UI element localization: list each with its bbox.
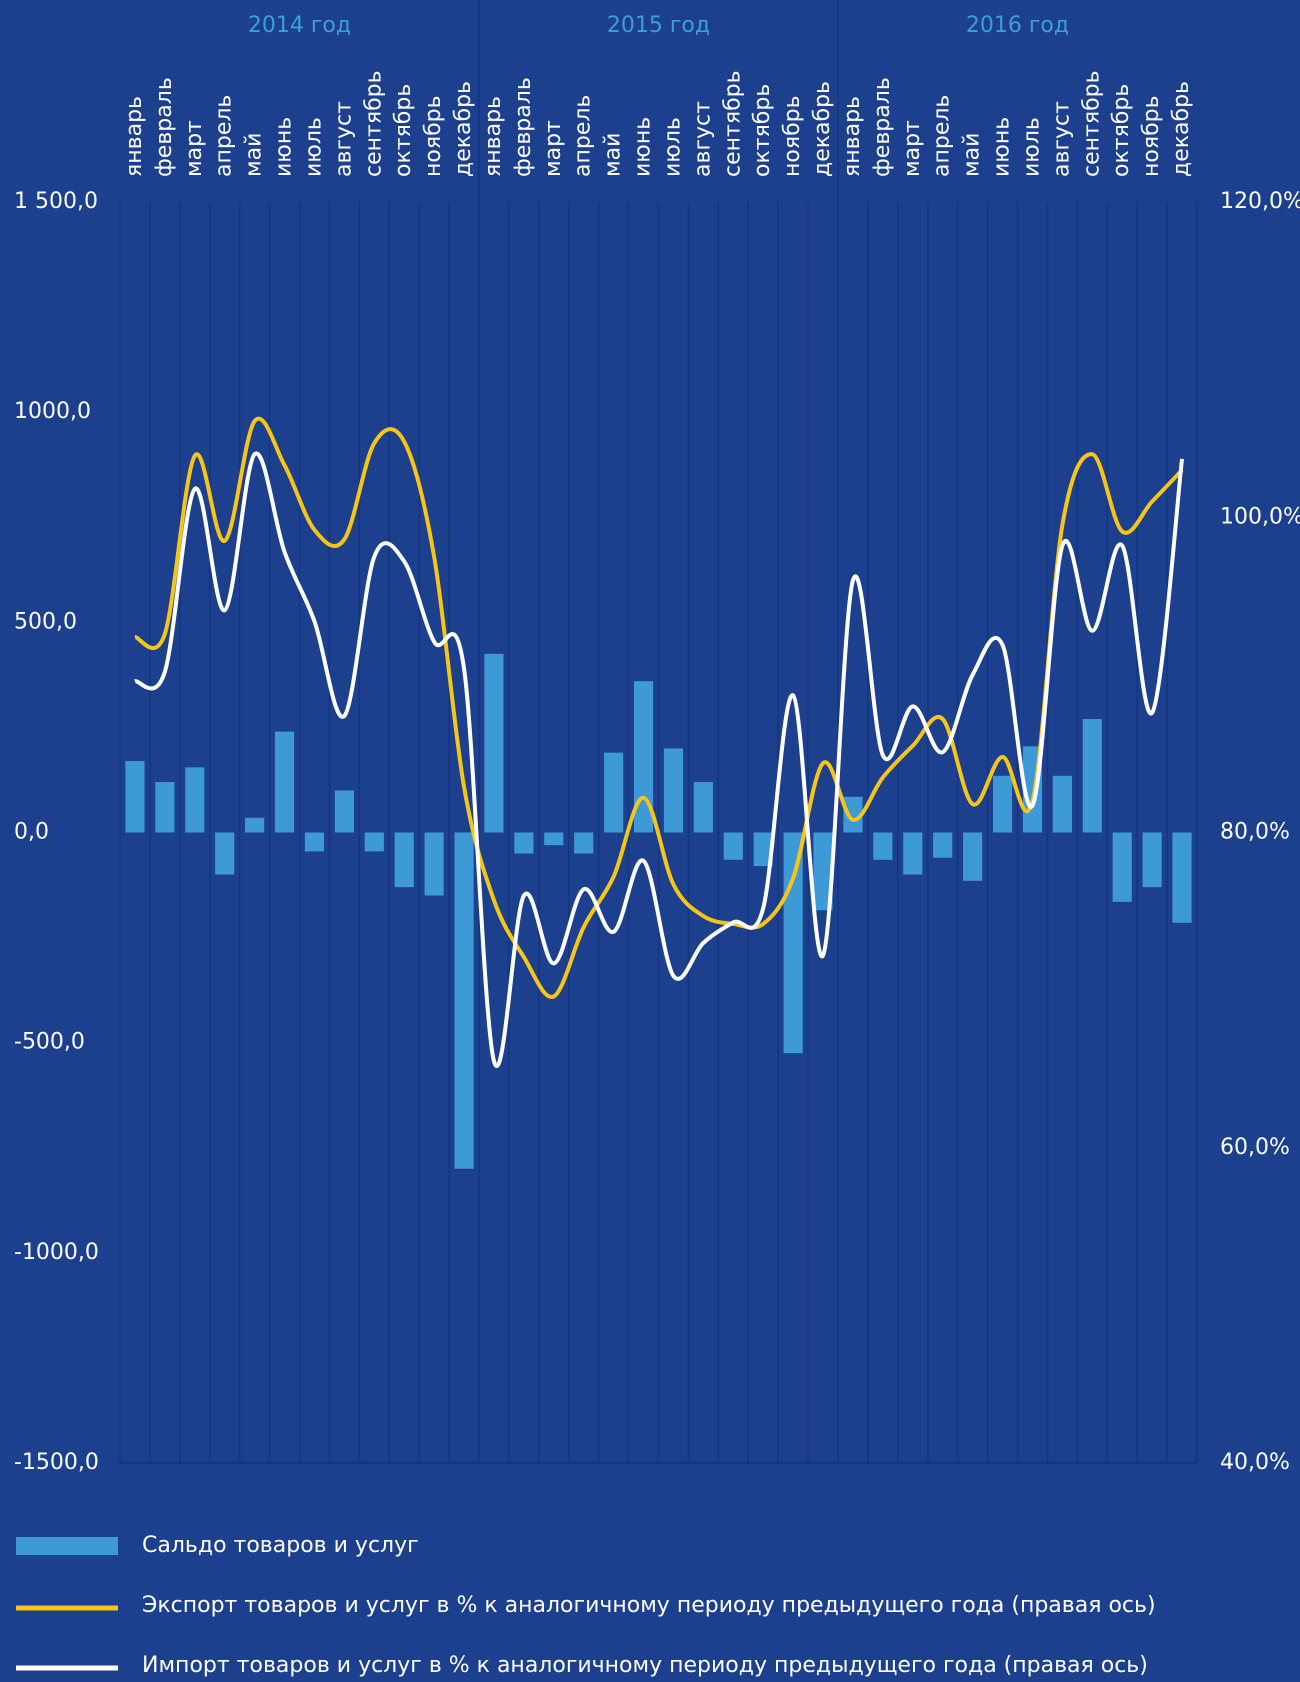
legend-label: Экспорт товаров и услуг в % к аналогично… (142, 1593, 1156, 1618)
bar (1052, 775, 1072, 833)
line (134, 451, 1185, 1068)
x-tick-label: март (182, 120, 207, 177)
x-tick-label: апрель (571, 95, 596, 177)
x-tick-label: сентябрь (361, 70, 386, 177)
bar (514, 832, 534, 854)
bar (873, 832, 893, 860)
x-tick-label: октябрь (1109, 84, 1134, 177)
bar (963, 832, 983, 881)
year-label: 2014 год (248, 13, 351, 38)
x-tick-label: март (541, 120, 566, 177)
x-tick-label: июнь (272, 117, 297, 177)
y2-tick-label: 100,0% (1220, 504, 1300, 529)
bar (813, 832, 833, 911)
x-tick-label: июль (301, 117, 326, 177)
bar (633, 681, 654, 833)
x-tick-label: август (690, 101, 715, 177)
legend-swatch (16, 1537, 118, 1555)
y-tick-label: -1000,0 (14, 1240, 99, 1265)
bar (992, 775, 1013, 833)
bar (1142, 832, 1162, 888)
y2-tick-label: 120,0% (1220, 189, 1300, 214)
bar (125, 761, 145, 833)
bar (753, 832, 773, 867)
y-tick-label: -500,0 (14, 1030, 85, 1055)
y-tick-label: 1 500,0 (14, 189, 98, 214)
year-label: 2016 год (966, 13, 1069, 38)
x-tick-label: май (601, 133, 626, 177)
x-tick-label: октябрь (750, 84, 775, 177)
bar (663, 748, 684, 833)
bar (783, 832, 803, 1054)
x-tick-label: август (1049, 101, 1074, 177)
bar (723, 832, 743, 860)
x-tick-label: ноябрь (421, 95, 446, 177)
bar (155, 782, 175, 833)
year-label: 2015 год (607, 13, 710, 38)
y-tick-label: 0,0 (14, 820, 49, 845)
x-tick-label: декабрь (451, 81, 476, 177)
x-tick-label: май (242, 133, 267, 177)
bar (215, 832, 235, 875)
legend-label: Сальдо товаров и услуг (142, 1533, 419, 1558)
bar (604, 752, 624, 833)
line (134, 416, 1184, 999)
bar (424, 832, 444, 896)
x-tick-label: июнь (631, 117, 656, 177)
bar (364, 832, 384, 852)
legend-label: Импорт товаров и услуг в % к аналогичном… (142, 1653, 1148, 1678)
x-tick-label: январь (840, 96, 865, 177)
y2-tick-label: 40,0% (1220, 1450, 1290, 1475)
x-tick-label: июнь (990, 117, 1015, 177)
bar (693, 782, 713, 833)
x-tick-label: апрель (212, 95, 237, 177)
x-tick-label: октябрь (391, 84, 416, 177)
bar (454, 832, 474, 1169)
x-tick-label: январь (481, 96, 506, 177)
x-tick-label: август (331, 101, 356, 177)
x-tick-label: февраль (511, 77, 536, 177)
bar (843, 796, 863, 833)
x-tick-label: май (960, 133, 985, 177)
bar (574, 832, 594, 854)
x-tick-label: сентябрь (1079, 70, 1104, 177)
bar (304, 832, 325, 852)
x-tick-label: ноябрь (1139, 95, 1164, 177)
bar (274, 731, 295, 833)
bar (1082, 719, 1102, 833)
x-tick-label: ноябрь (780, 95, 805, 177)
y-tick-label: 1000,0 (14, 399, 91, 424)
x-tick-label: июль (1019, 117, 1044, 177)
x-tick-label: июль (660, 117, 685, 177)
bar (334, 790, 354, 833)
bar (484, 653, 504, 833)
bar (903, 832, 923, 875)
x-tick-label: февраль (870, 77, 895, 177)
bar (185, 767, 205, 833)
x-tick-label: март (900, 120, 925, 177)
x-tick-label: апрель (930, 95, 955, 177)
bar (245, 817, 265, 833)
bar (1172, 832, 1192, 923)
bar (1112, 832, 1132, 902)
bar (394, 832, 414, 888)
x-tick-label: декабрь (810, 81, 835, 177)
y-tick-label: 500,0 (14, 609, 77, 634)
bar (933, 832, 953, 858)
x-tick-label: сентябрь (720, 70, 745, 177)
x-tick-label: январь (122, 96, 147, 177)
y2-tick-label: 80,0% (1220, 820, 1290, 845)
y-tick-label: -1500,0 (14, 1450, 99, 1475)
x-tick-label: февраль (152, 77, 177, 177)
bar (544, 832, 564, 846)
x-tick-label: декабрь (1169, 81, 1194, 177)
y2-tick-label: 60,0% (1220, 1135, 1290, 1160)
